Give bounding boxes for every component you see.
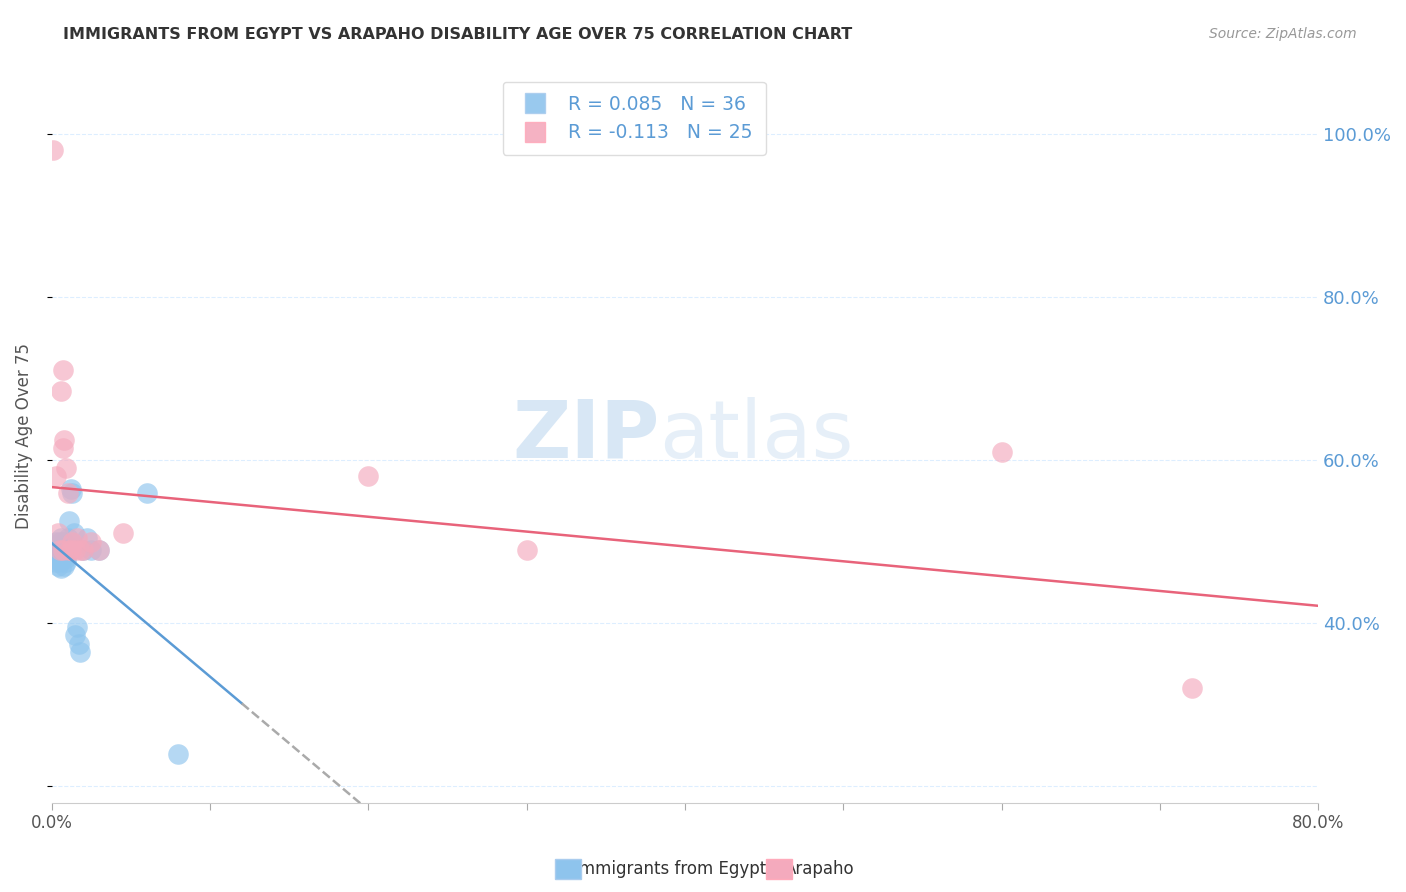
Point — [52, 550, 75, 565]
Point — [52, 542, 75, 557]
Bar — [555, 859, 581, 879]
Point — [167, 747, 190, 761]
Point — [63, 526, 86, 541]
Point — [72, 542, 94, 557]
Point — [58, 514, 80, 528]
Point — [46, 550, 69, 565]
Point — [45, 534, 67, 549]
Point — [60, 534, 83, 549]
Point — [89, 542, 111, 557]
Point — [53, 534, 76, 549]
Point — [51, 384, 73, 398]
Point — [52, 363, 75, 377]
Point — [135, 485, 157, 500]
Point — [48, 542, 70, 557]
Point — [55, 555, 77, 569]
Point — [66, 531, 89, 545]
Point — [55, 461, 77, 475]
Point — [66, 620, 89, 634]
Point — [44, 550, 66, 565]
Point — [46, 526, 69, 541]
Point — [58, 542, 80, 557]
Point — [89, 542, 111, 557]
Point — [55, 550, 77, 565]
Point — [42, 547, 65, 561]
Point — [45, 542, 67, 557]
Point — [52, 539, 75, 553]
Text: ZIP: ZIP — [512, 397, 659, 475]
Point — [72, 542, 94, 557]
Point — [65, 542, 87, 557]
Point — [45, 555, 67, 569]
Y-axis label: Disability Age Over 75: Disability Age Over 75 — [15, 343, 32, 529]
Bar — [766, 859, 792, 879]
Point — [67, 636, 90, 650]
Point — [65, 628, 87, 642]
Point — [76, 531, 98, 545]
Point — [45, 469, 67, 483]
Point — [69, 542, 91, 557]
Point — [44, 542, 66, 557]
Point — [357, 469, 380, 483]
Point — [69, 645, 91, 659]
Point — [56, 539, 79, 553]
Point — [111, 526, 134, 541]
Point — [80, 534, 103, 549]
Legend: R = 0.085   N = 36, R = -0.113   N = 25: R = 0.085 N = 36, R = -0.113 N = 25 — [503, 81, 766, 155]
Text: Immigrants from Egypt: Immigrants from Egypt — [574, 860, 766, 878]
Point — [52, 441, 75, 455]
Point — [53, 559, 76, 574]
Point — [51, 531, 73, 545]
Text: IMMIGRANTS FROM EGYPT VS ARAPAHO DISABILITY AGE OVER 75 CORRELATION CHART: IMMIGRANTS FROM EGYPT VS ARAPAHO DISABIL… — [63, 27, 852, 42]
Point — [51, 560, 73, 574]
Point — [48, 555, 70, 569]
Text: Source: ZipAtlas.com: Source: ZipAtlas.com — [1209, 27, 1357, 41]
Point — [59, 542, 82, 557]
Point — [990, 445, 1012, 459]
Point — [60, 485, 83, 500]
Text: Arapaho: Arapaho — [785, 860, 855, 878]
Point — [48, 534, 70, 549]
Point — [53, 433, 76, 447]
Text: atlas: atlas — [659, 397, 853, 475]
Point — [42, 143, 65, 157]
Point — [1180, 681, 1202, 696]
Point — [56, 485, 79, 500]
Point — [80, 542, 103, 557]
Point — [46, 542, 69, 557]
Point — [46, 559, 69, 574]
Point — [59, 482, 82, 496]
Point — [56, 531, 79, 545]
Point — [516, 542, 538, 557]
Point — [48, 542, 70, 557]
